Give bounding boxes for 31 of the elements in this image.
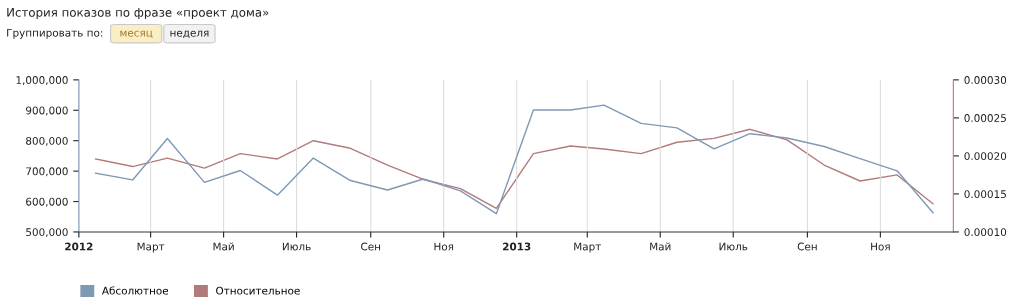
y2-tick-label: 0.00030 xyxy=(964,76,1007,84)
line-series xyxy=(94,104,934,215)
y-tick-label: 800,000 xyxy=(26,136,68,146)
y2-tick-label: 0.00010 xyxy=(964,228,1007,237)
y-tick-label: 700,000 xyxy=(26,167,68,177)
x-tick-label: Июль xyxy=(719,242,748,251)
legend-label: Относительное xyxy=(216,286,300,295)
x-tick-label: Ноя xyxy=(871,242,890,251)
y-tick-label: 900,000 xyxy=(26,106,68,116)
text: неделя xyxy=(170,30,209,38)
y-tick-label: 600,000 xyxy=(26,197,68,207)
text: месяц xyxy=(120,30,153,38)
chart-title: История показов по фразе «проект дома» xyxy=(7,8,269,20)
y-tick-label: 500,000 xyxy=(26,228,68,238)
y-tick-label: 1,000,000 xyxy=(16,76,68,86)
legend-label: Абсолютное xyxy=(101,286,169,295)
x-tick-label: Сен xyxy=(361,242,381,251)
y2-tick-label: 0.00020 xyxy=(964,152,1007,161)
x-tick-label: Март xyxy=(137,242,165,253)
y2-tick-label: 0.00015 xyxy=(964,190,1006,199)
x-tick-label: Июль xyxy=(282,242,311,251)
x-tick-label: Март xyxy=(574,242,601,253)
x-tick-label: Май xyxy=(213,242,234,251)
x-tick-label: 2012 xyxy=(65,242,93,251)
y2-tick-label: 0.00025 xyxy=(964,114,1006,122)
x-tick-label: 2013 xyxy=(503,242,531,251)
x-tick-label: Май xyxy=(650,242,671,251)
line-series xyxy=(94,128,934,210)
x-tick-label: Сен xyxy=(797,242,817,251)
text: Группировать по: xyxy=(7,28,103,39)
x-tick-label: Ноя xyxy=(434,242,454,251)
